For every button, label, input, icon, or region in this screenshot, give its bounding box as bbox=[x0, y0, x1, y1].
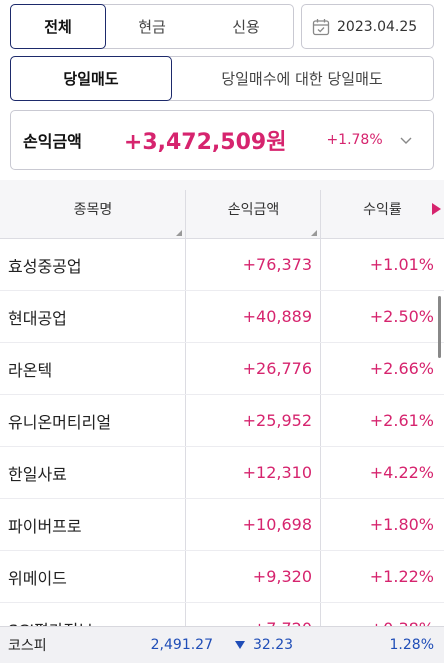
stock-profit: +10,698 bbox=[186, 499, 321, 550]
table-header: 종목명 손익금액 수익률 bbox=[0, 180, 444, 239]
sell-type-tabs: 당일매도 당일매수에 대한 당일매도 bbox=[10, 56, 434, 101]
stock-rate: +2.61% bbox=[369, 411, 434, 430]
header-rate-label: 수익률 bbox=[363, 202, 402, 218]
header-rate[interactable]: 수익률 bbox=[321, 180, 444, 238]
stock-rate: +4.22% bbox=[369, 463, 434, 482]
stock-rate: +1.80% bbox=[369, 515, 434, 534]
table-row[interactable]: 파이버프로 +10,698 +1.80% bbox=[0, 499, 444, 551]
calendar-icon bbox=[312, 18, 330, 35]
down-triangle-icon bbox=[234, 641, 245, 649]
stock-profit: +7,720 bbox=[186, 603, 321, 626]
summary-amount: +3,472,509원 bbox=[123, 130, 287, 155]
next-column-arrow-icon[interactable] bbox=[432, 203, 441, 215]
stock-profit: +12,310 bbox=[186, 447, 321, 498]
tab-same-day-buy-sell[interactable]: 당일매수에 대한 당일매도 bbox=[221, 70, 383, 88]
tab-credit[interactable]: 신용 bbox=[232, 18, 260, 36]
stock-name: 효성중공업 bbox=[0, 239, 186, 290]
summary-rate: +1.78% bbox=[326, 132, 383, 148]
stock-rate: +2.50% bbox=[369, 307, 434, 326]
header-profit[interactable]: 손익금액 bbox=[186, 180, 321, 238]
sort-icon bbox=[176, 230, 182, 236]
profit-summary[interactable]: 손익금액 +3,472,509원 +1.78% bbox=[10, 110, 434, 170]
stock-rate: +0.38% bbox=[321, 603, 444, 626]
date-picker[interactable]: 2023.04.25 bbox=[301, 4, 434, 49]
table-row[interactable]: SCI평가정보 +7,720 +0.38% bbox=[0, 603, 444, 626]
column-divider bbox=[320, 190, 321, 238]
stock-profit: +25,952 bbox=[186, 395, 321, 446]
table-row[interactable]: 라온텍 +26,776 +2.66% bbox=[0, 343, 444, 395]
table-row[interactable]: 효성중공업 +76,373 +1.01% bbox=[0, 239, 444, 291]
stock-profit: +76,373 bbox=[186, 239, 321, 290]
index-change-value: 32.23 bbox=[252, 637, 294, 653]
stock-profit: +40,889 bbox=[186, 291, 321, 342]
tab-all[interactable]: 전체 bbox=[10, 4, 106, 49]
column-divider bbox=[185, 190, 186, 238]
index-change: 32.23 bbox=[234, 637, 294, 653]
tab-cash[interactable]: 현금 bbox=[138, 18, 166, 36]
stock-rate: +2.66% bbox=[369, 359, 434, 378]
stock-name: 한일사료 bbox=[0, 447, 186, 498]
index-value: 2,491.27 bbox=[150, 637, 213, 653]
stock-rate: +1.22% bbox=[369, 567, 434, 586]
table-scrollbar[interactable] bbox=[438, 296, 441, 358]
table-row[interactable]: 유니온머티리얼 +25,952 +2.61% bbox=[0, 395, 444, 447]
date-value: 2023.04.25 bbox=[337, 18, 418, 35]
stock-name: 현대공업 bbox=[0, 291, 186, 342]
stock-name: 위메이드 bbox=[0, 551, 186, 602]
stock-name: 라온텍 bbox=[0, 343, 186, 394]
summary-label: 손익금액 bbox=[23, 132, 82, 151]
header-profit-label: 손익금액 bbox=[227, 202, 280, 218]
stock-profit: +26,776 bbox=[186, 343, 321, 394]
chevron-down-icon[interactable] bbox=[399, 133, 413, 147]
stock-profit: +9,320 bbox=[186, 551, 321, 602]
index-rate: 1.28% bbox=[389, 637, 434, 653]
stock-name: 파이버프로 bbox=[0, 499, 186, 550]
sort-icon bbox=[311, 230, 317, 236]
stock-name: 유니온머티리얼 bbox=[0, 395, 186, 446]
header-stock-name-label: 종목명 bbox=[73, 202, 113, 218]
index-ticker[interactable]: 코스피 2,491.27 32.23 1.28% bbox=[0, 626, 444, 663]
index-name: 코스피 bbox=[8, 638, 47, 654]
tab-same-day-sell[interactable]: 당일매도 bbox=[10, 56, 172, 101]
stock-name: SCI평가정보 bbox=[0, 603, 186, 626]
header-stock-name[interactable]: 종목명 bbox=[0, 180, 186, 238]
profit-table: 종목명 손익금액 수익률 효성중공업 +76,373 +1.01% 현대공업 +… bbox=[0, 180, 444, 626]
account-type-tabs: 전체 현금 신용 bbox=[10, 4, 294, 49]
table-row[interactable]: 현대공업 +40,889 +2.50% bbox=[0, 291, 444, 343]
stock-rate: +1.01% bbox=[369, 255, 434, 274]
table-row[interactable]: 위메이드 +9,320 +1.22% bbox=[0, 551, 444, 603]
table-row[interactable]: 한일사료 +12,310 +4.22% bbox=[0, 447, 444, 499]
